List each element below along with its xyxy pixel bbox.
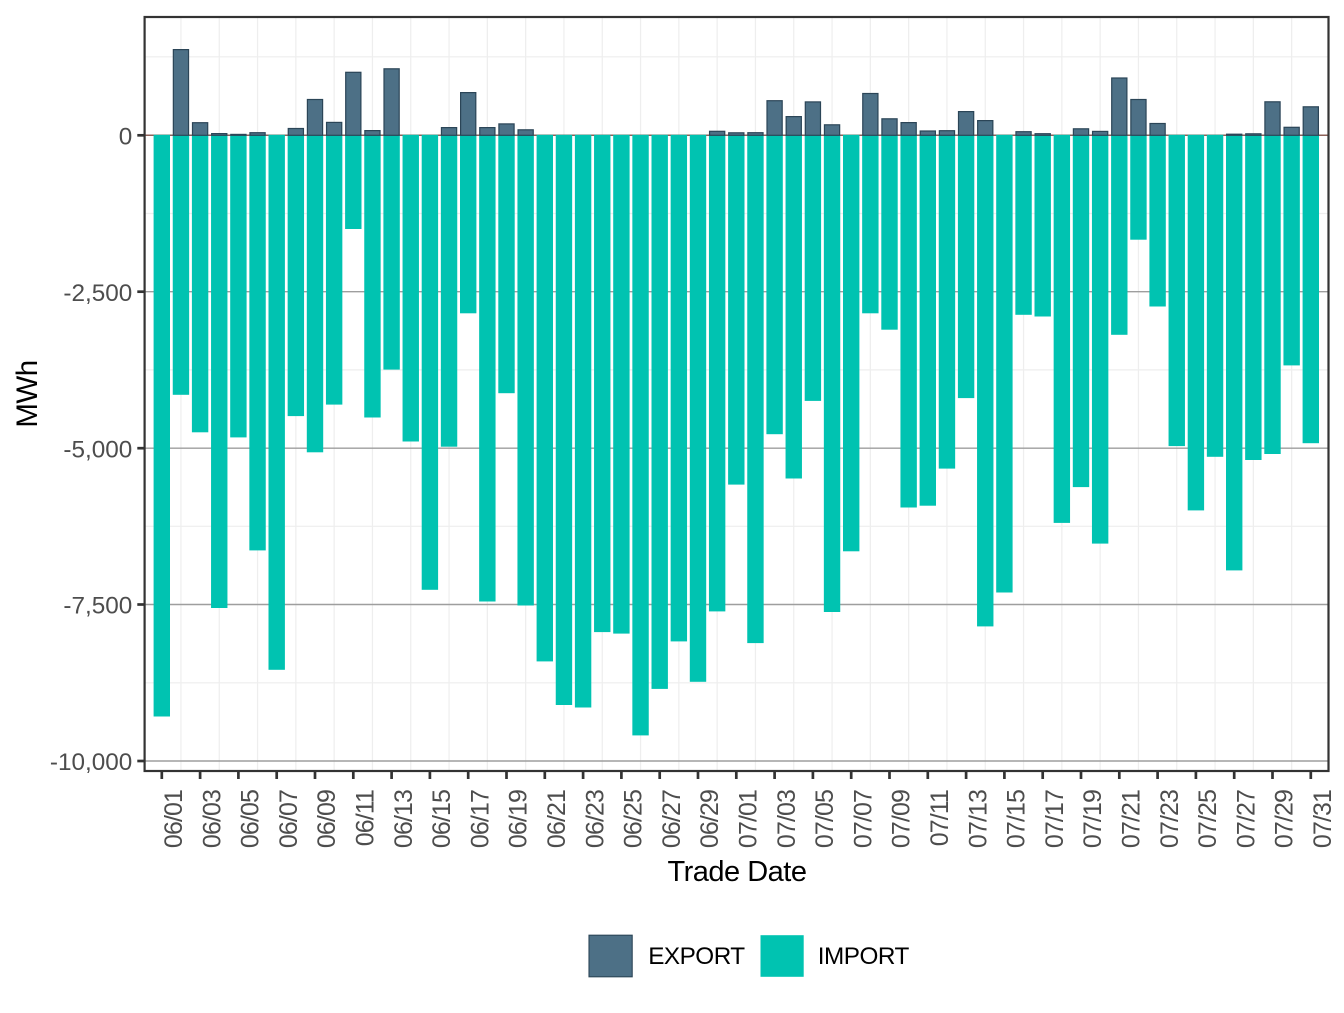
svg-text:-10,000: -10,000 bbox=[50, 749, 132, 776]
svg-text:06/07: 06/07 bbox=[275, 790, 303, 848]
svg-text:Trade Date: Trade Date bbox=[668, 856, 807, 888]
svg-text:07/07: 07/07 bbox=[849, 790, 877, 848]
svg-text:07/01: 07/01 bbox=[735, 790, 763, 848]
svg-text:06/23: 06/23 bbox=[581, 790, 609, 848]
svg-text:06/09: 06/09 bbox=[313, 790, 341, 848]
svg-text:06/11: 06/11 bbox=[352, 790, 380, 846]
svg-text:06/05: 06/05 bbox=[237, 790, 265, 848]
svg-text:06/25: 06/25 bbox=[620, 790, 648, 848]
svg-text:0: 0 bbox=[119, 124, 133, 151]
svg-text:07/05: 07/05 bbox=[811, 790, 839, 848]
svg-text:06/01: 06/01 bbox=[160, 790, 188, 848]
svg-text:-5,000: -5,000 bbox=[63, 436, 132, 463]
svg-text:07/21: 07/21 bbox=[1118, 790, 1146, 848]
svg-text:06/13: 06/13 bbox=[390, 790, 418, 848]
svg-text:06/27: 06/27 bbox=[658, 790, 686, 848]
svg-text:07/03: 07/03 bbox=[773, 790, 801, 848]
svg-text:07/13: 07/13 bbox=[964, 790, 992, 848]
svg-text:07/23: 07/23 bbox=[1156, 790, 1184, 848]
svg-text:EXPORT: EXPORT bbox=[648, 943, 745, 970]
svg-text:07/17: 07/17 bbox=[1041, 790, 1069, 848]
svg-text:06/03: 06/03 bbox=[198, 790, 226, 848]
svg-text:07/27: 07/27 bbox=[1232, 790, 1260, 848]
svg-text:-7,500: -7,500 bbox=[63, 593, 132, 620]
svg-text:07/25: 07/25 bbox=[1194, 790, 1222, 848]
svg-text:07/09: 07/09 bbox=[888, 790, 916, 848]
svg-text:IMPORT: IMPORT bbox=[818, 943, 910, 970]
svg-text:07/19: 07/19 bbox=[1079, 790, 1107, 848]
svg-text:06/17: 06/17 bbox=[466, 790, 494, 848]
svg-text:07/31: 07/31 bbox=[1309, 790, 1337, 848]
svg-text:07/15: 07/15 bbox=[1003, 790, 1031, 848]
svg-text:06/15: 06/15 bbox=[428, 790, 456, 848]
svg-text:-2,500: -2,500 bbox=[63, 280, 132, 307]
svg-text:MWh: MWh bbox=[11, 360, 44, 427]
svg-text:06/21: 06/21 bbox=[543, 790, 571, 848]
svg-text:07/11: 07/11 bbox=[926, 790, 954, 846]
svg-text:07/29: 07/29 bbox=[1271, 790, 1299, 848]
svg-text:06/29: 06/29 bbox=[696, 790, 724, 848]
svg-text:06/19: 06/19 bbox=[505, 790, 533, 848]
